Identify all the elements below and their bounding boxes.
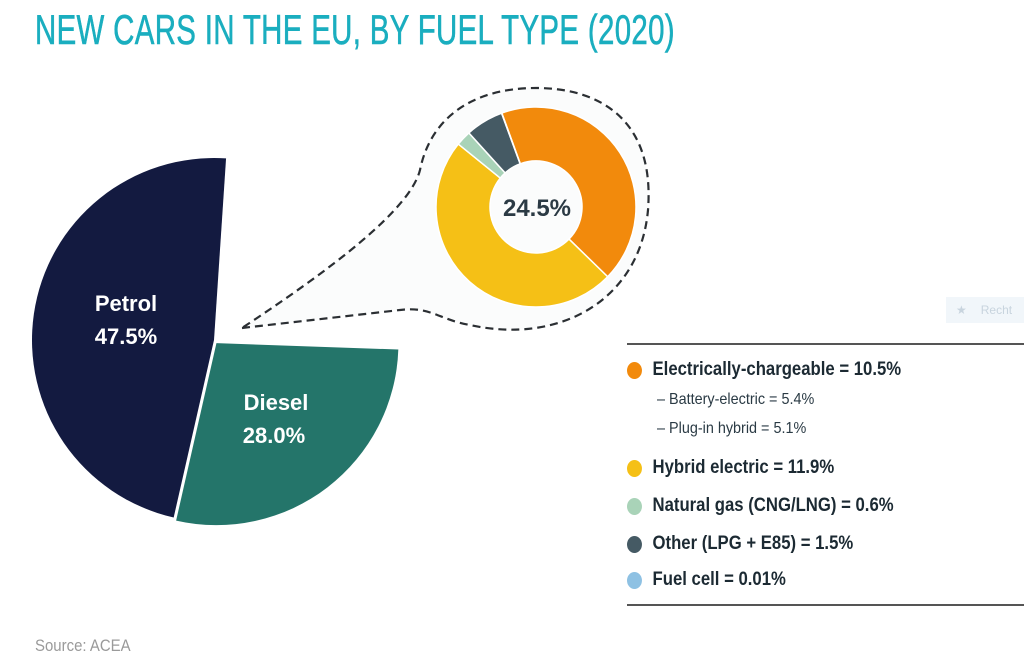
legend-label: Hybrid electric = 11.9%: [652, 457, 835, 478]
legend-swatch: [627, 361, 642, 379]
diesel-value-label: 28.0%: [243, 423, 305, 448]
legend-swatch: [627, 497, 642, 515]
star-icon: ★: [956, 303, 967, 317]
legend-item-fuelcell: Fuel cell = 0.01%: [627, 569, 786, 591]
legend-sub-plugin: – Plug-in hybrid = 5.1%: [657, 420, 807, 437]
legend-label: Natural gas (CNG/LNG) = 0.6%: [652, 495, 894, 516]
legend-swatch: [627, 571, 642, 589]
legend-label: Other (LPG + E85) = 1.5%: [652, 533, 854, 554]
legend-sub-battery: – Battery-electric = 5.4%: [657, 391, 815, 408]
legend-label: Fuel cell = 0.01%: [652, 569, 786, 590]
overlay-button-label: Recht: [980, 303, 1013, 317]
overlay-button[interactable]: ★ Recht: [946, 297, 1024, 323]
source-note: Source: ACEA: [35, 636, 131, 655]
legend-label: Electrically-chargeable = 10.5%: [652, 359, 902, 380]
donut-center-label: 24.5%: [503, 195, 571, 222]
legend-swatch: [627, 535, 642, 553]
legend-swatch: [627, 459, 642, 477]
legend: Electrically-chargeable = 10.5% – Batter…: [627, 343, 1024, 606]
petrol-value-label: 47.5%: [95, 324, 157, 349]
main-pie: [31, 158, 399, 526]
legend-item-hybrid: Hybrid electric = 11.9%: [627, 457, 834, 479]
chart-title: NEW CARS IN THE EU, BY FUEL TYPE (2020): [35, 6, 675, 54]
donut-slice-electrically-chargeable: [500, 106, 637, 278]
donut-slice-fuel-cell: [500, 112, 522, 165]
legend-item-electric: Electrically-chargeable = 10.5%: [627, 359, 901, 381]
pie-slice-petrol: [31, 158, 227, 518]
donut-slice-hybrid-electric: [435, 143, 609, 308]
zoom-donut: [435, 106, 637, 308]
diesel-name-label: Diesel: [244, 390, 309, 415]
petrol-name-label: Petrol: [95, 291, 157, 316]
pie-slice-diesel: [176, 343, 399, 526]
legend-item-other: Other (LPG + E85) = 1.5%: [627, 533, 853, 555]
legend-item-gas: Natural gas (CNG/LNG) = 0.6%: [627, 495, 894, 517]
